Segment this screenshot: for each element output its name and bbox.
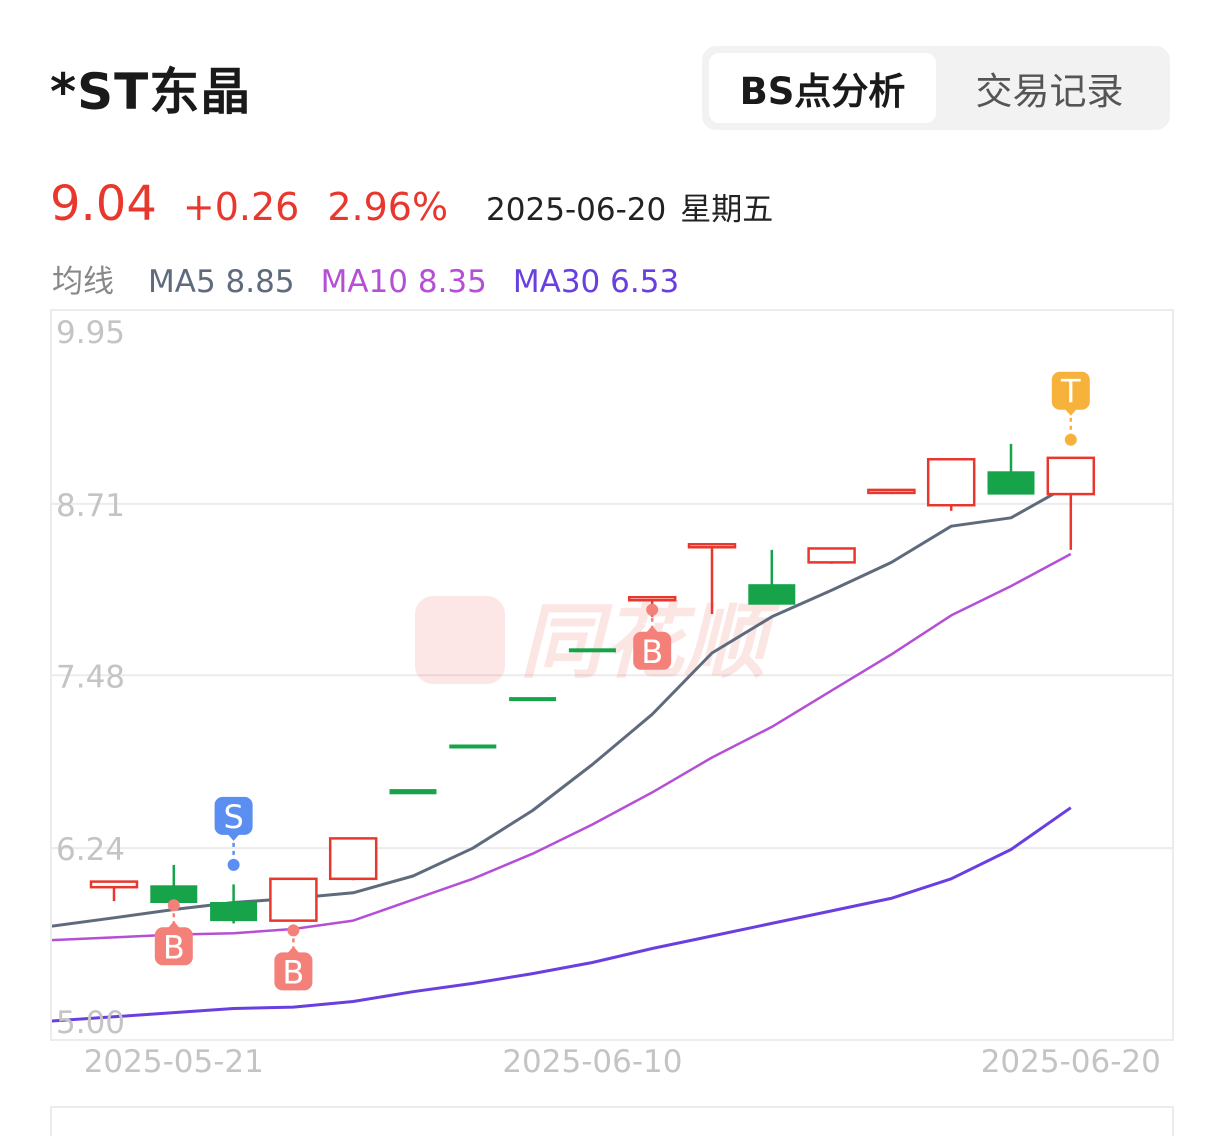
candle-body [509, 697, 557, 702]
ma30-legend-value: 6.53 [610, 264, 680, 300]
stock-title: *ST东晶 [50, 63, 252, 121]
candle [807, 547, 856, 564]
y-tick-label: 6.24 [56, 832, 125, 868]
ma10-line [52, 552, 1072, 942]
signal-badge [214, 796, 253, 835]
signal-badge [633, 631, 672, 670]
ma-legend: 均线 MA5 8.85 MA10 8.35 MA30 6.53 [52, 256, 705, 301]
candle [687, 543, 737, 614]
price-change-percent: 2.96% [327, 185, 449, 229]
candle [269, 877, 318, 922]
signal-dot [1064, 433, 1077, 446]
candle [1046, 456, 1096, 550]
signal-label: B [282, 953, 304, 991]
candle-body [568, 648, 616, 653]
x-tick-label: 2025-05-21 [84, 1044, 264, 1080]
candle-body [926, 457, 976, 507]
candle-body [687, 543, 737, 549]
candle [867, 488, 916, 495]
signal-dot [227, 858, 240, 871]
candle [328, 837, 378, 881]
candle [89, 880, 139, 902]
signal-marker-b: B [154, 899, 193, 966]
candle [987, 443, 1035, 495]
signal-marker-s: S [214, 796, 253, 871]
y-tick-label: 8.71 [56, 488, 125, 524]
candle [568, 648, 616, 653]
lower-panel-frame [50, 1106, 1174, 1136]
signal-dot [287, 924, 300, 937]
y-tick-label: 5.00 [56, 1005, 125, 1041]
candle-body [210, 902, 258, 922]
signal-label: B [163, 928, 185, 966]
plot-area [52, 443, 1096, 1023]
candle-body [269, 877, 318, 922]
ma-legend-label: 均线 [52, 264, 114, 300]
signal-badge [1051, 371, 1090, 410]
tab-trade-records[interactable]: 交易记录 [975, 70, 1124, 113]
ma5-legend: MA5 8.85 [148, 264, 295, 300]
ma10-legend-name: MA10 [320, 264, 408, 300]
quote-weekday: 星期五 [680, 192, 774, 228]
candle-body [627, 595, 677, 602]
y-tick-label: 7.48 [56, 659, 125, 695]
candle-body [987, 471, 1035, 495]
candle-body [867, 488, 916, 495]
candle [449, 744, 497, 749]
price-change: +0.26 [182, 185, 300, 229]
ma30-line [52, 806, 1072, 1023]
signal-label: B [641, 633, 663, 671]
ma10-legend-value: 8.35 [417, 264, 487, 300]
candle [210, 884, 258, 924]
candle [748, 549, 796, 605]
candle-body [449, 744, 497, 749]
ma30-legend: MA30 6.53 [513, 264, 679, 300]
signal-marker-b: B [274, 924, 313, 991]
current-price: 9.04 [50, 176, 157, 232]
quote-row: 9.04 +0.26 2.96% 2025-06-20 星期五 [50, 176, 773, 232]
candle-body [389, 789, 437, 795]
kline-chart-frame[interactable] [50, 309, 1174, 1041]
candle [926, 457, 976, 511]
tab-bs-analysis[interactable]: BS点分析 [709, 53, 936, 123]
candle [509, 697, 557, 702]
quote-date: 2025-06-20 [486, 192, 667, 228]
y-tick-label: 9.95 [56, 315, 125, 351]
candle-body [807, 547, 856, 564]
candle-body [1046, 456, 1096, 496]
view-tabs: BS点分析 交易记录 [702, 46, 1170, 130]
ma5-legend-name: MA5 [148, 264, 216, 300]
ma30-legend-name: MA30 [512, 264, 601, 300]
signal-dot [646, 603, 659, 616]
candle-body [89, 880, 139, 889]
signal-marker-b: B [633, 603, 672, 671]
signal-badge [274, 952, 313, 991]
signal-label: T [1060, 373, 1081, 411]
ma5-legend-value: 8.85 [225, 264, 295, 300]
candle [389, 789, 437, 795]
watermark: 同花顺 [415, 595, 781, 690]
x-tick-label: 2025-06-20 [981, 1044, 1161, 1080]
ma5-line [52, 482, 1072, 928]
watermark-logo-icon [415, 596, 505, 684]
candle-body [748, 584, 796, 605]
ma10-legend: MA10 8.35 [321, 264, 487, 300]
signal-label: S [223, 798, 243, 836]
candle-body [328, 837, 378, 881]
x-tick-label: 2025-06-10 [502, 1044, 682, 1080]
signal-dot [167, 899, 180, 912]
signal-marker-t: T [1051, 371, 1090, 446]
candle [150, 864, 198, 906]
signal-badge [154, 927, 193, 966]
